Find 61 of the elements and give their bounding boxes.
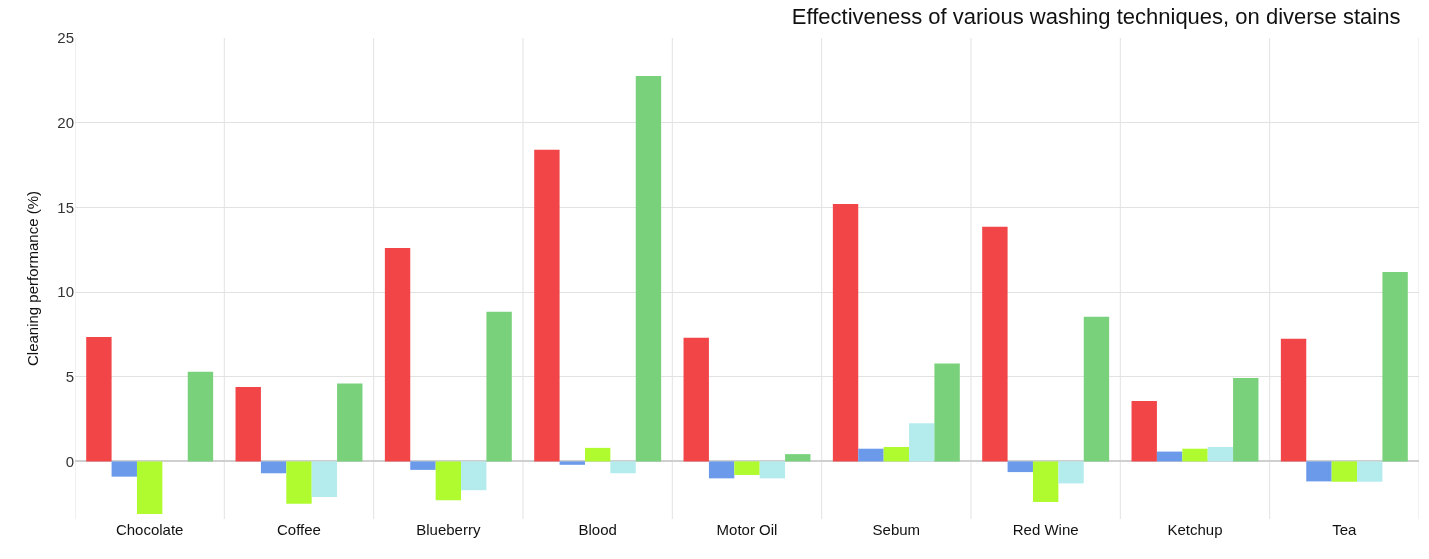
bar [337, 383, 363, 462]
x-tick-label: Chocolate [115, 521, 184, 538]
y-tick-label: 15 [57, 198, 74, 216]
bar [785, 454, 811, 462]
x-tick-label: Ketchup [1167, 521, 1223, 538]
bar [1032, 461, 1059, 503]
y-axis-title: Cleaning performance (%) [23, 190, 41, 367]
bar [1083, 316, 1110, 462]
bar [883, 447, 910, 462]
bar [136, 461, 163, 514]
bar [559, 461, 585, 465]
x-tick-label: Tea [1332, 521, 1358, 538]
bar [982, 226, 1008, 462]
x-tick-label: Motor Oil [716, 521, 778, 538]
bar [759, 461, 786, 479]
bar [1182, 448, 1208, 462]
y-tick-label: 25 [57, 29, 74, 47]
bar [260, 461, 287, 474]
x-tick-label: Red Wine [1012, 521, 1079, 538]
y-tick-label: 10 [57, 283, 74, 301]
bar [384, 248, 411, 462]
y-tick-label: 5 [65, 367, 74, 385]
bar [461, 461, 487, 491]
bar [311, 461, 338, 497]
chart-title: Effectiveness of various washing techniques, on diverse stains [791, 3, 1401, 29]
bar [1131, 400, 1157, 462]
bar [1007, 461, 1033, 473]
bar [934, 363, 960, 462]
x-tick-label: Blood [578, 521, 617, 538]
bar [734, 461, 760, 475]
bar [1280, 338, 1307, 462]
bar [1382, 271, 1408, 462]
x-tick-label: Coffee [277, 521, 321, 538]
x-tick-label: Sebum [872, 521, 921, 538]
bar [635, 76, 662, 462]
bar [1233, 378, 1259, 462]
bar [610, 461, 636, 474]
bar [1207, 447, 1234, 462]
bar [435, 461, 462, 501]
bar [486, 311, 512, 462]
bar [1058, 461, 1084, 484]
bar [86, 336, 112, 462]
bar [235, 386, 261, 462]
bar [111, 461, 137, 477]
bar [410, 461, 436, 470]
bar [858, 448, 884, 462]
bar [1357, 461, 1383, 482]
bar [909, 423, 935, 462]
bar [1331, 461, 1358, 482]
bar [1156, 451, 1183, 462]
y-tick-label: 20 [57, 113, 74, 131]
bar [832, 203, 859, 462]
bar [187, 371, 214, 462]
bar [1306, 461, 1332, 482]
y-tick-label: 0 [65, 452, 74, 470]
x-tick-label: Blueberry [416, 521, 481, 538]
bar [584, 447, 611, 462]
bar [286, 461, 312, 504]
bar [708, 461, 735, 479]
bar [683, 337, 709, 462]
bar [534, 149, 560, 462]
